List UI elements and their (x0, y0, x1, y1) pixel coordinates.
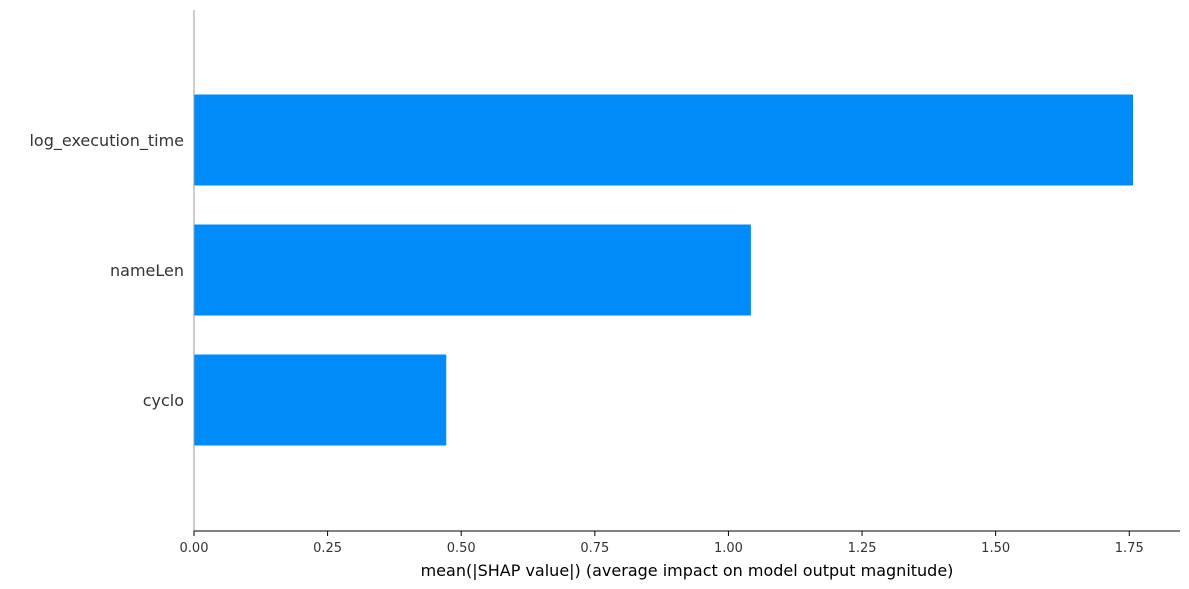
bar-cyclo (194, 354, 447, 446)
x-tick-label: 1.50 (981, 541, 1010, 556)
x-tick-label: 1.00 (714, 541, 743, 556)
x-tick-label: 0.75 (580, 541, 609, 556)
category-label: log_execution_time (29, 131, 184, 151)
bars-group (194, 94, 1133, 446)
category-label: nameLen (110, 261, 184, 280)
x-tick-label: 1.25 (848, 541, 877, 556)
x-axis-title: mean(|SHAP value|) (average impact on mo… (421, 561, 954, 580)
x-tick-label: 1.75 (1115, 541, 1144, 556)
x-tick-label: 0.25 (313, 541, 342, 556)
bar-namelen (194, 224, 751, 316)
x-tick-label: 0.00 (180, 541, 209, 556)
category-label: cyclo (143, 391, 184, 410)
bar-log-execution-time (194, 94, 1133, 186)
x-ticks-group: 0.00 0.25 0.50 0.75 1.00 1.25 1.50 1.75 (180, 531, 1144, 556)
category-labels-group: log_execution_time nameLen cyclo (29, 131, 184, 410)
x-tick-label: 0.50 (447, 541, 476, 556)
